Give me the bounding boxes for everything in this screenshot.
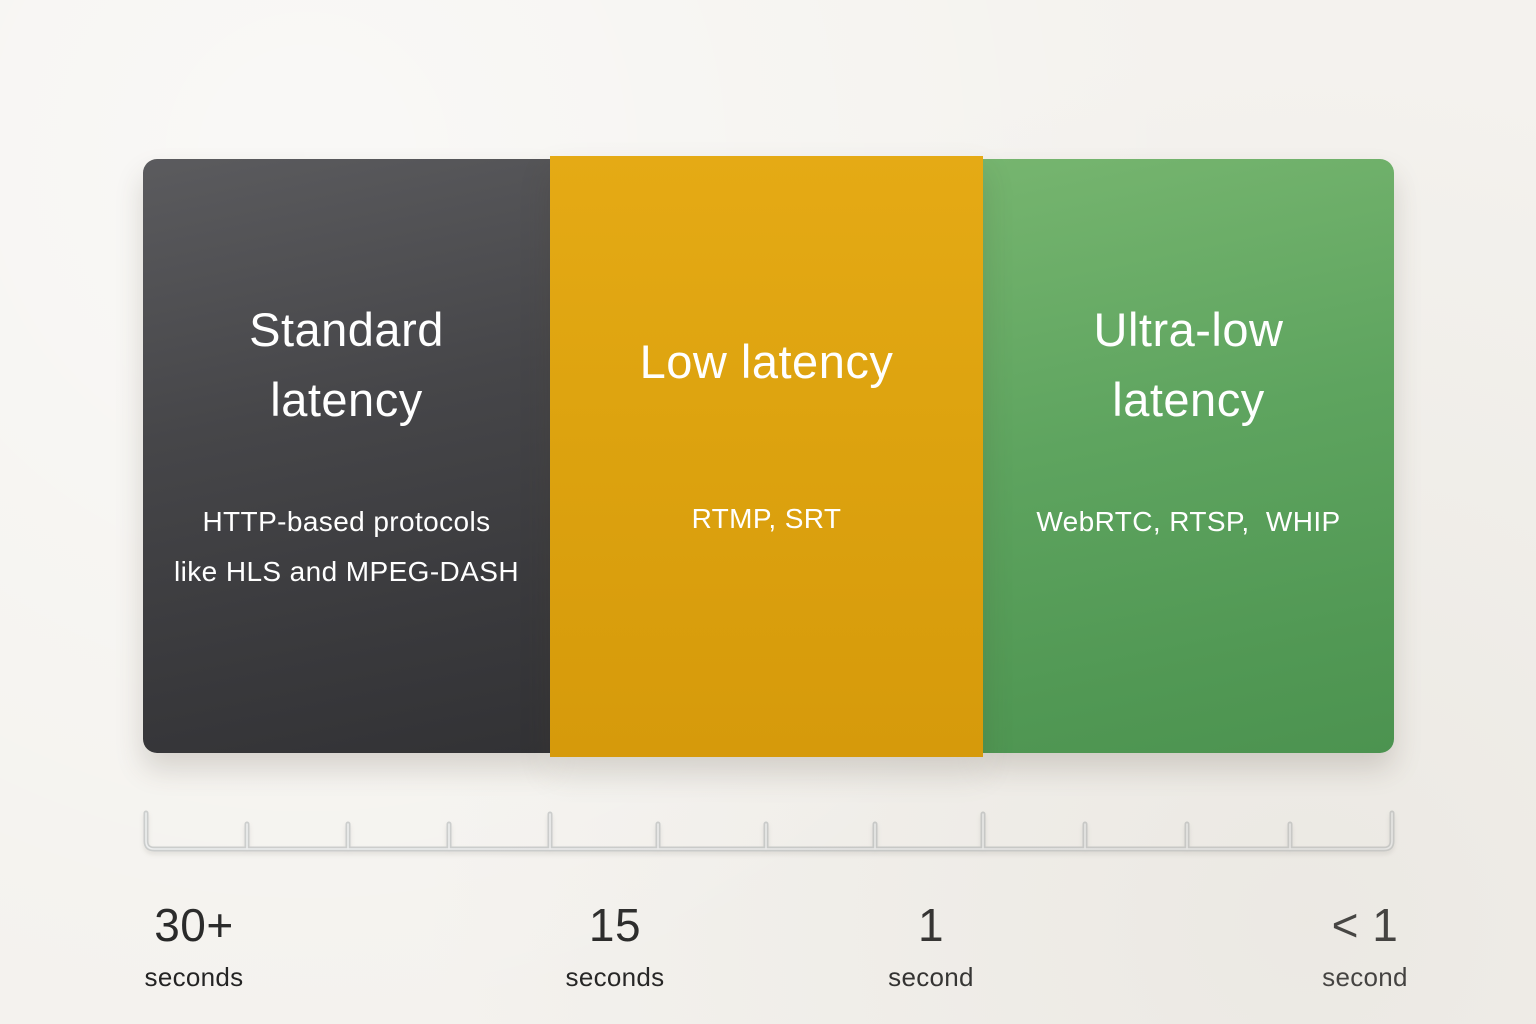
panel-ultra-title: Ultra-low latency <box>983 295 1394 435</box>
panel-standard-subtitle: HTTP-based protocols like HLS and MPEG-D… <box>143 497 550 597</box>
panel-subtitle-line: HTTP-based protocols <box>202 506 491 537</box>
panel-ultra-low-latency: Ultra-low latency WebRTC, RTSP, WHIP <box>983 159 1394 753</box>
scale-label: 30+ seconds <box>145 901 244 991</box>
panel-standard-latency: Standard latency HTTP-based protocols li… <box>143 159 550 753</box>
ruler-base-strokes <box>143 810 1395 852</box>
scale-label-value: 15 <box>588 899 642 951</box>
panel-title-line: latency <box>270 373 423 426</box>
scale-label-unit: second <box>888 962 974 992</box>
scale-label: 15 seconds <box>566 901 665 991</box>
latency-scale-ruler <box>143 810 1395 852</box>
scale-label-unit: seconds <box>565 962 665 992</box>
panel-title-line: Ultra-low <box>1093 303 1284 356</box>
scale-label-unit: seconds <box>144 962 244 992</box>
panel-low-title: Low latency <box>550 292 983 432</box>
panel-subtitle-line: like HLS and MPEG-DASH <box>174 556 519 587</box>
scale-label-value: 30+ <box>154 899 234 951</box>
panel-low-latency: Low latency RTMP, SRT <box>550 156 983 757</box>
panel-title-line: Low latency <box>639 335 894 388</box>
scale-label: < 1 second <box>1322 901 1408 991</box>
scale-label-unit: second <box>1322 962 1408 992</box>
panel-ultra-subtitle: WebRTC, RTSP, WHIP <box>983 497 1394 547</box>
panel-low-subtitle: RTMP, SRT <box>550 494 983 544</box>
scale-label: 1 second <box>888 901 974 991</box>
panel-title-line: Standard <box>249 303 444 356</box>
scale-label-value: < 1 <box>1331 899 1399 951</box>
panel-title-line: latency <box>1112 373 1265 426</box>
panel-subtitle-line: RTMP, SRT <box>691 503 842 534</box>
scale-label-value: 1 <box>917 899 945 951</box>
panel-standard-title: Standard latency <box>143 295 550 435</box>
panel-subtitle-line: WebRTC, RTSP, WHIP <box>1036 506 1341 537</box>
ruler-highlight-strokes <box>145 812 1393 850</box>
